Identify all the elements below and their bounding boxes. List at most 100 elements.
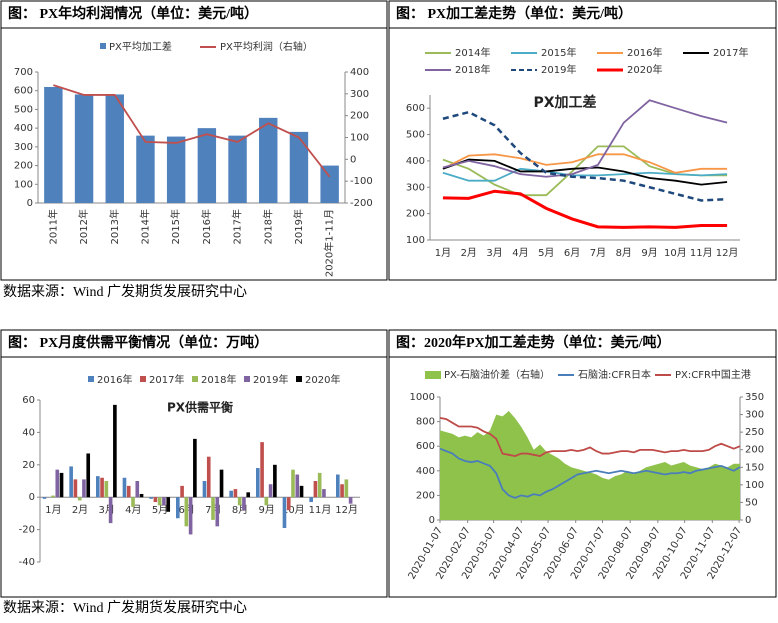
bar xyxy=(309,497,313,503)
line xyxy=(442,110,728,202)
bar xyxy=(135,481,140,498)
y-tick-label: 100 xyxy=(406,235,425,246)
x-tick-label: 2月 xyxy=(461,247,477,259)
legend-label: PX-石脑油价差（右轴） xyxy=(444,368,550,381)
legend-label: 2018年 xyxy=(455,63,490,76)
bar xyxy=(193,438,197,498)
x-tick-label: 5月 xyxy=(538,247,554,259)
legend-symbol xyxy=(244,376,250,382)
y-tick-label: 400 xyxy=(14,123,33,134)
panel-title: 图： PX月度供需平衡情况（单位：万吨） xyxy=(8,334,268,351)
x-tick-label: 12月 xyxy=(716,247,739,259)
y2-tick-label: -100 xyxy=(350,176,373,187)
y2-tick-label: -200 xyxy=(350,198,373,209)
x-tick-label: 2016年 xyxy=(200,209,213,244)
bar xyxy=(166,136,186,203)
y-tick-label: 200 xyxy=(14,161,33,172)
line xyxy=(439,417,741,457)
y-tick-label: 200 xyxy=(416,490,435,501)
y-tick-label: -40 xyxy=(19,557,35,568)
x-tick-label: 11月 xyxy=(690,247,713,259)
bar xyxy=(74,94,94,203)
bar xyxy=(55,469,60,498)
bar xyxy=(317,472,322,498)
bar xyxy=(206,456,211,498)
source-note: 数据来源：Wind 广发期货发展研究中心 xyxy=(3,599,247,616)
bar xyxy=(126,485,131,498)
y-tick-label: 600 xyxy=(406,103,425,114)
x-tick-label: 2018年 xyxy=(261,209,274,244)
bar xyxy=(242,497,246,511)
x-tick-label: 3月 xyxy=(486,247,502,259)
y2-tick-label: 350 xyxy=(745,392,764,403)
legend-symbol xyxy=(192,376,198,382)
bar xyxy=(259,117,278,203)
bar xyxy=(86,453,91,498)
bar xyxy=(149,497,153,499)
legend-symbol xyxy=(296,376,302,382)
legend-label: 2018年 xyxy=(201,373,236,386)
bar xyxy=(219,469,224,498)
bar xyxy=(286,497,291,511)
x-tick-label: 1月 xyxy=(45,504,61,516)
bar xyxy=(336,474,340,498)
line xyxy=(439,447,741,499)
y-tick-label: 800 xyxy=(416,417,435,428)
y-tick-label: 200 xyxy=(406,209,425,220)
legend-label: 2019年 xyxy=(541,63,576,76)
x-tick-label: 12月 xyxy=(335,504,358,516)
bar xyxy=(180,485,184,498)
y-tick-label: 40 xyxy=(22,427,35,438)
x-tick-label: 2月 xyxy=(72,504,88,516)
bar xyxy=(215,497,220,527)
bar xyxy=(273,464,277,498)
bar xyxy=(162,497,166,506)
bar xyxy=(157,497,162,506)
bar xyxy=(184,497,189,527)
bar xyxy=(322,489,326,498)
line xyxy=(442,189,728,229)
y-tick-label: 0 xyxy=(29,492,35,503)
bar xyxy=(176,497,180,519)
bar xyxy=(289,131,309,203)
panel-frame xyxy=(388,356,777,598)
area xyxy=(440,411,740,520)
bar xyxy=(295,474,300,498)
bar xyxy=(59,472,64,498)
panel-title: 图： PX加工差走势（单位：美元/吨） xyxy=(396,5,632,22)
x-tick-label: 5月 xyxy=(152,504,168,516)
legend-symbol xyxy=(88,376,94,382)
line xyxy=(442,167,728,182)
legend-label: 2017年 xyxy=(149,373,184,386)
bar xyxy=(96,476,100,498)
y2-tick-label: 200 xyxy=(350,111,369,122)
bar xyxy=(348,497,353,504)
x-tick-label: 11月 xyxy=(309,504,332,516)
y2-tick-label: 0 xyxy=(745,515,751,526)
bar xyxy=(320,165,339,203)
bar xyxy=(108,497,113,524)
y-tick-label: 700 xyxy=(14,67,33,78)
x-tick-label: 2020年1-11月 xyxy=(323,209,336,277)
y-tick-label: 300 xyxy=(406,182,425,193)
bar xyxy=(139,493,144,498)
annotation: PX加工差 xyxy=(533,94,596,111)
legend-label: 2020年 xyxy=(627,63,662,76)
bar xyxy=(313,481,318,498)
legend-label: PX平均加工差 xyxy=(109,40,172,53)
y2-tick-label: 400 xyxy=(350,67,369,78)
bar xyxy=(202,481,207,498)
bar xyxy=(268,484,273,498)
bar xyxy=(113,404,117,498)
x-tick-label: 8月 xyxy=(616,247,632,259)
bar xyxy=(122,477,127,498)
x-tick-label: 2014年 xyxy=(138,209,151,244)
bar xyxy=(82,479,86,498)
x-tick-label: 1月 xyxy=(435,247,451,259)
legend-label: 2015年 xyxy=(541,46,576,59)
bar xyxy=(100,477,104,498)
legend-symbol xyxy=(425,371,441,379)
panel-title: 图： PX年均利润情况（单位：美元/吨） xyxy=(8,5,258,22)
bar xyxy=(188,497,193,535)
